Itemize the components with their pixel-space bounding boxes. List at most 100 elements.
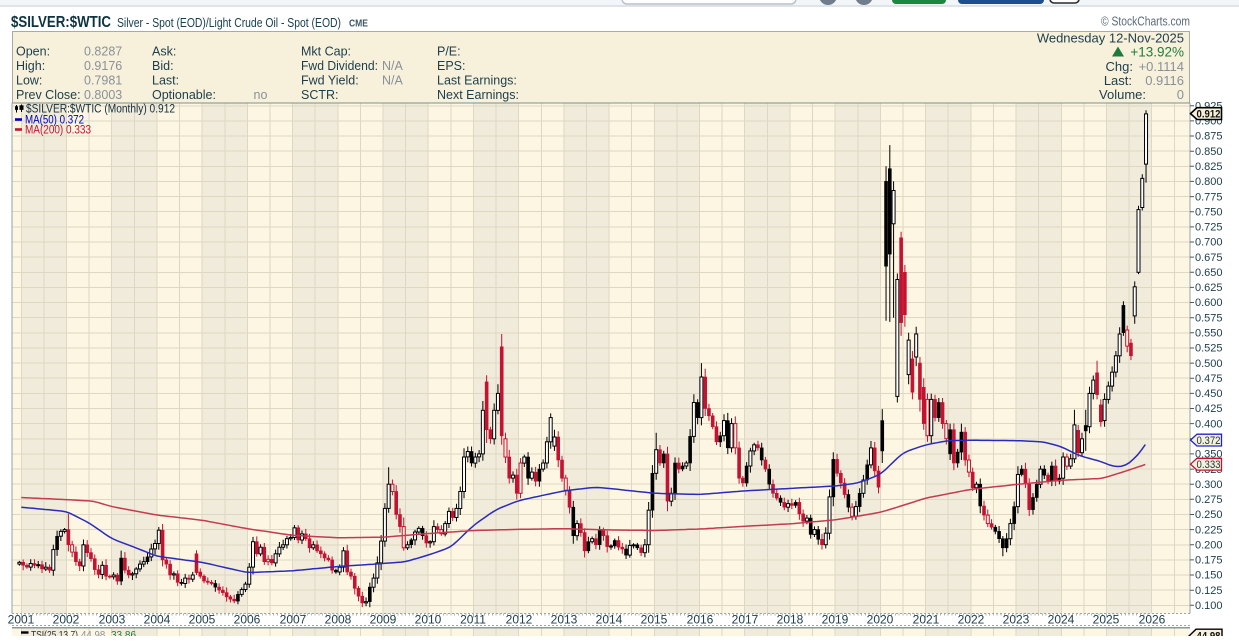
svg-text:N/A: N/A: [382, 59, 404, 73]
svg-text:0.600: 0.600: [1195, 297, 1223, 309]
svg-text:$SILVER:$WTIC: $SILVER:$WTIC: [11, 14, 111, 31]
svg-text:TSI(25,13,7): TSI(25,13,7): [31, 629, 78, 636]
svg-text:Low:: Low:: [16, 74, 42, 88]
svg-text:0.9176: 0.9176: [84, 59, 122, 73]
svg-text:$SILVER:$WTIC (Monthly) 0.912: $SILVER:$WTIC (Monthly) 0.912: [26, 104, 175, 116]
svg-text:2016: 2016: [687, 613, 714, 627]
svg-text:P/E:: P/E:: [437, 45, 461, 59]
svg-text:High:: High:: [16, 59, 45, 73]
svg-text:2003: 2003: [99, 613, 126, 627]
svg-text:0.800: 0.800: [1195, 176, 1223, 188]
svg-text:2020: 2020: [867, 613, 894, 627]
svg-text:0.525: 0.525: [1195, 343, 1223, 355]
svg-text:0.125: 0.125: [1195, 585, 1223, 597]
svg-text:© StockCharts.com: © StockCharts.com: [1101, 15, 1190, 29]
svg-text:0.400: 0.400: [1195, 418, 1223, 430]
svg-text:0.725: 0.725: [1195, 222, 1223, 234]
svg-text:2019: 2019: [822, 613, 849, 627]
svg-text:Optionable:: Optionable:: [152, 88, 216, 102]
svg-text:0.475: 0.475: [1195, 373, 1223, 385]
svg-text:2025: 2025: [1093, 613, 1120, 627]
svg-text:0.333: 0.333: [1197, 459, 1221, 471]
svg-text:33.86: 33.86: [111, 629, 136, 636]
svg-text:Volume:: Volume:: [1099, 87, 1146, 102]
svg-text:0.225: 0.225: [1195, 524, 1223, 536]
svg-text:CME: CME: [349, 18, 368, 30]
svg-text:0.875: 0.875: [1195, 131, 1223, 143]
svg-text:2022: 2022: [958, 613, 985, 627]
svg-text:44.98: 44.98: [1197, 631, 1221, 637]
svg-text:2023: 2023: [1003, 613, 1030, 627]
svg-text:0.500: 0.500: [1195, 358, 1223, 370]
svg-text:2004: 2004: [144, 613, 171, 627]
svg-text:0.650: 0.650: [1195, 267, 1223, 279]
svg-text:0.550: 0.550: [1195, 328, 1223, 340]
svg-text:+0.1114: +0.1114: [1139, 59, 1184, 74]
svg-text:2010: 2010: [415, 613, 442, 627]
svg-text:0.372: 0.372: [1197, 435, 1221, 447]
svg-text:+13.92%: +13.92%: [1130, 45, 1184, 60]
svg-text:2005: 2005: [189, 613, 216, 627]
svg-text:0.575: 0.575: [1195, 312, 1223, 324]
svg-text:2015: 2015: [641, 613, 668, 627]
svg-text:2017: 2017: [732, 613, 759, 627]
svg-text:Mkt Cap:: Mkt Cap:: [301, 45, 351, 59]
svg-text:2002: 2002: [53, 613, 80, 627]
svg-text:Silver - Spot (EOD)/Light Crud: Silver - Spot (EOD)/Light Crude Oil - Sp…: [117, 15, 341, 30]
svg-text:0.7981: 0.7981: [84, 74, 122, 88]
svg-text:2014: 2014: [596, 613, 623, 627]
svg-text:0.700: 0.700: [1195, 237, 1223, 249]
svg-text:0.775: 0.775: [1195, 191, 1223, 203]
svg-text:Last:: Last:: [1104, 73, 1132, 88]
svg-text:0.625: 0.625: [1195, 282, 1223, 294]
svg-text:2007: 2007: [280, 613, 307, 627]
svg-text:0.675: 0.675: [1195, 252, 1223, 264]
svg-text:Last:: Last:: [152, 74, 179, 88]
svg-text:Chg:: Chg:: [1106, 59, 1133, 74]
svg-text:Next Earnings:: Next Earnings:: [437, 88, 519, 102]
svg-text:2011: 2011: [460, 613, 486, 627]
svg-text:2021: 2021: [913, 613, 940, 627]
svg-text:0.425: 0.425: [1195, 403, 1223, 415]
svg-text:0.100: 0.100: [1195, 600, 1223, 612]
svg-text:Last Earnings:: Last Earnings:: [437, 74, 517, 88]
svg-text:0: 0: [1177, 87, 1184, 102]
svg-text:0.850: 0.850: [1195, 146, 1223, 158]
svg-text:no: no: [254, 88, 268, 102]
svg-text:SCTR:: SCTR:: [301, 88, 339, 102]
svg-text:N/A: N/A: [382, 74, 404, 88]
svg-text:0.912: 0.912: [1197, 109, 1221, 121]
svg-text:2008: 2008: [325, 613, 352, 627]
svg-text:0.8003: 0.8003: [84, 88, 122, 102]
svg-text:0.9116: 0.9116: [1145, 73, 1184, 88]
svg-text:0.200: 0.200: [1195, 540, 1223, 552]
svg-text:0.250: 0.250: [1195, 509, 1223, 521]
svg-text:44.98,: 44.98,: [81, 629, 108, 636]
svg-text:2009: 2009: [370, 613, 397, 627]
svg-text:Prev Close:: Prev Close:: [16, 88, 81, 102]
svg-text:Fwd Yield:: Fwd Yield:: [301, 74, 359, 88]
svg-text:0.150: 0.150: [1195, 570, 1223, 582]
svg-text:Open:: Open:: [16, 45, 50, 59]
svg-text:2024: 2024: [1048, 613, 1075, 627]
svg-text:0.825: 0.825: [1195, 161, 1223, 173]
svg-text:2006: 2006: [234, 613, 261, 627]
svg-text:EPS:: EPS:: [437, 59, 466, 73]
svg-text:Wednesday 12-Nov-2025: Wednesday 12-Nov-2025: [1037, 31, 1184, 46]
svg-text:0.450: 0.450: [1195, 388, 1223, 400]
svg-text:MA(200) 0.333: MA(200) 0.333: [25, 125, 91, 137]
svg-text:2001: 2001: [8, 613, 35, 627]
svg-text:Ask:: Ask:: [152, 45, 176, 59]
svg-text:0.350: 0.350: [1195, 449, 1223, 461]
svg-text:2013: 2013: [551, 613, 578, 627]
svg-text:2018: 2018: [777, 613, 804, 627]
svg-text:0.300: 0.300: [1195, 479, 1223, 491]
svg-text:0.175: 0.175: [1195, 555, 1223, 567]
svg-text:0.275: 0.275: [1195, 494, 1223, 506]
svg-text:0.8287: 0.8287: [84, 45, 122, 59]
svg-text:Bid:: Bid:: [152, 59, 174, 73]
svg-text:Fwd Dividend:: Fwd Dividend:: [301, 59, 378, 73]
svg-text:2026: 2026: [1139, 613, 1166, 627]
svg-text:0.750: 0.750: [1195, 206, 1223, 218]
svg-text:MA(50) 0.372: MA(50) 0.372: [25, 115, 84, 127]
